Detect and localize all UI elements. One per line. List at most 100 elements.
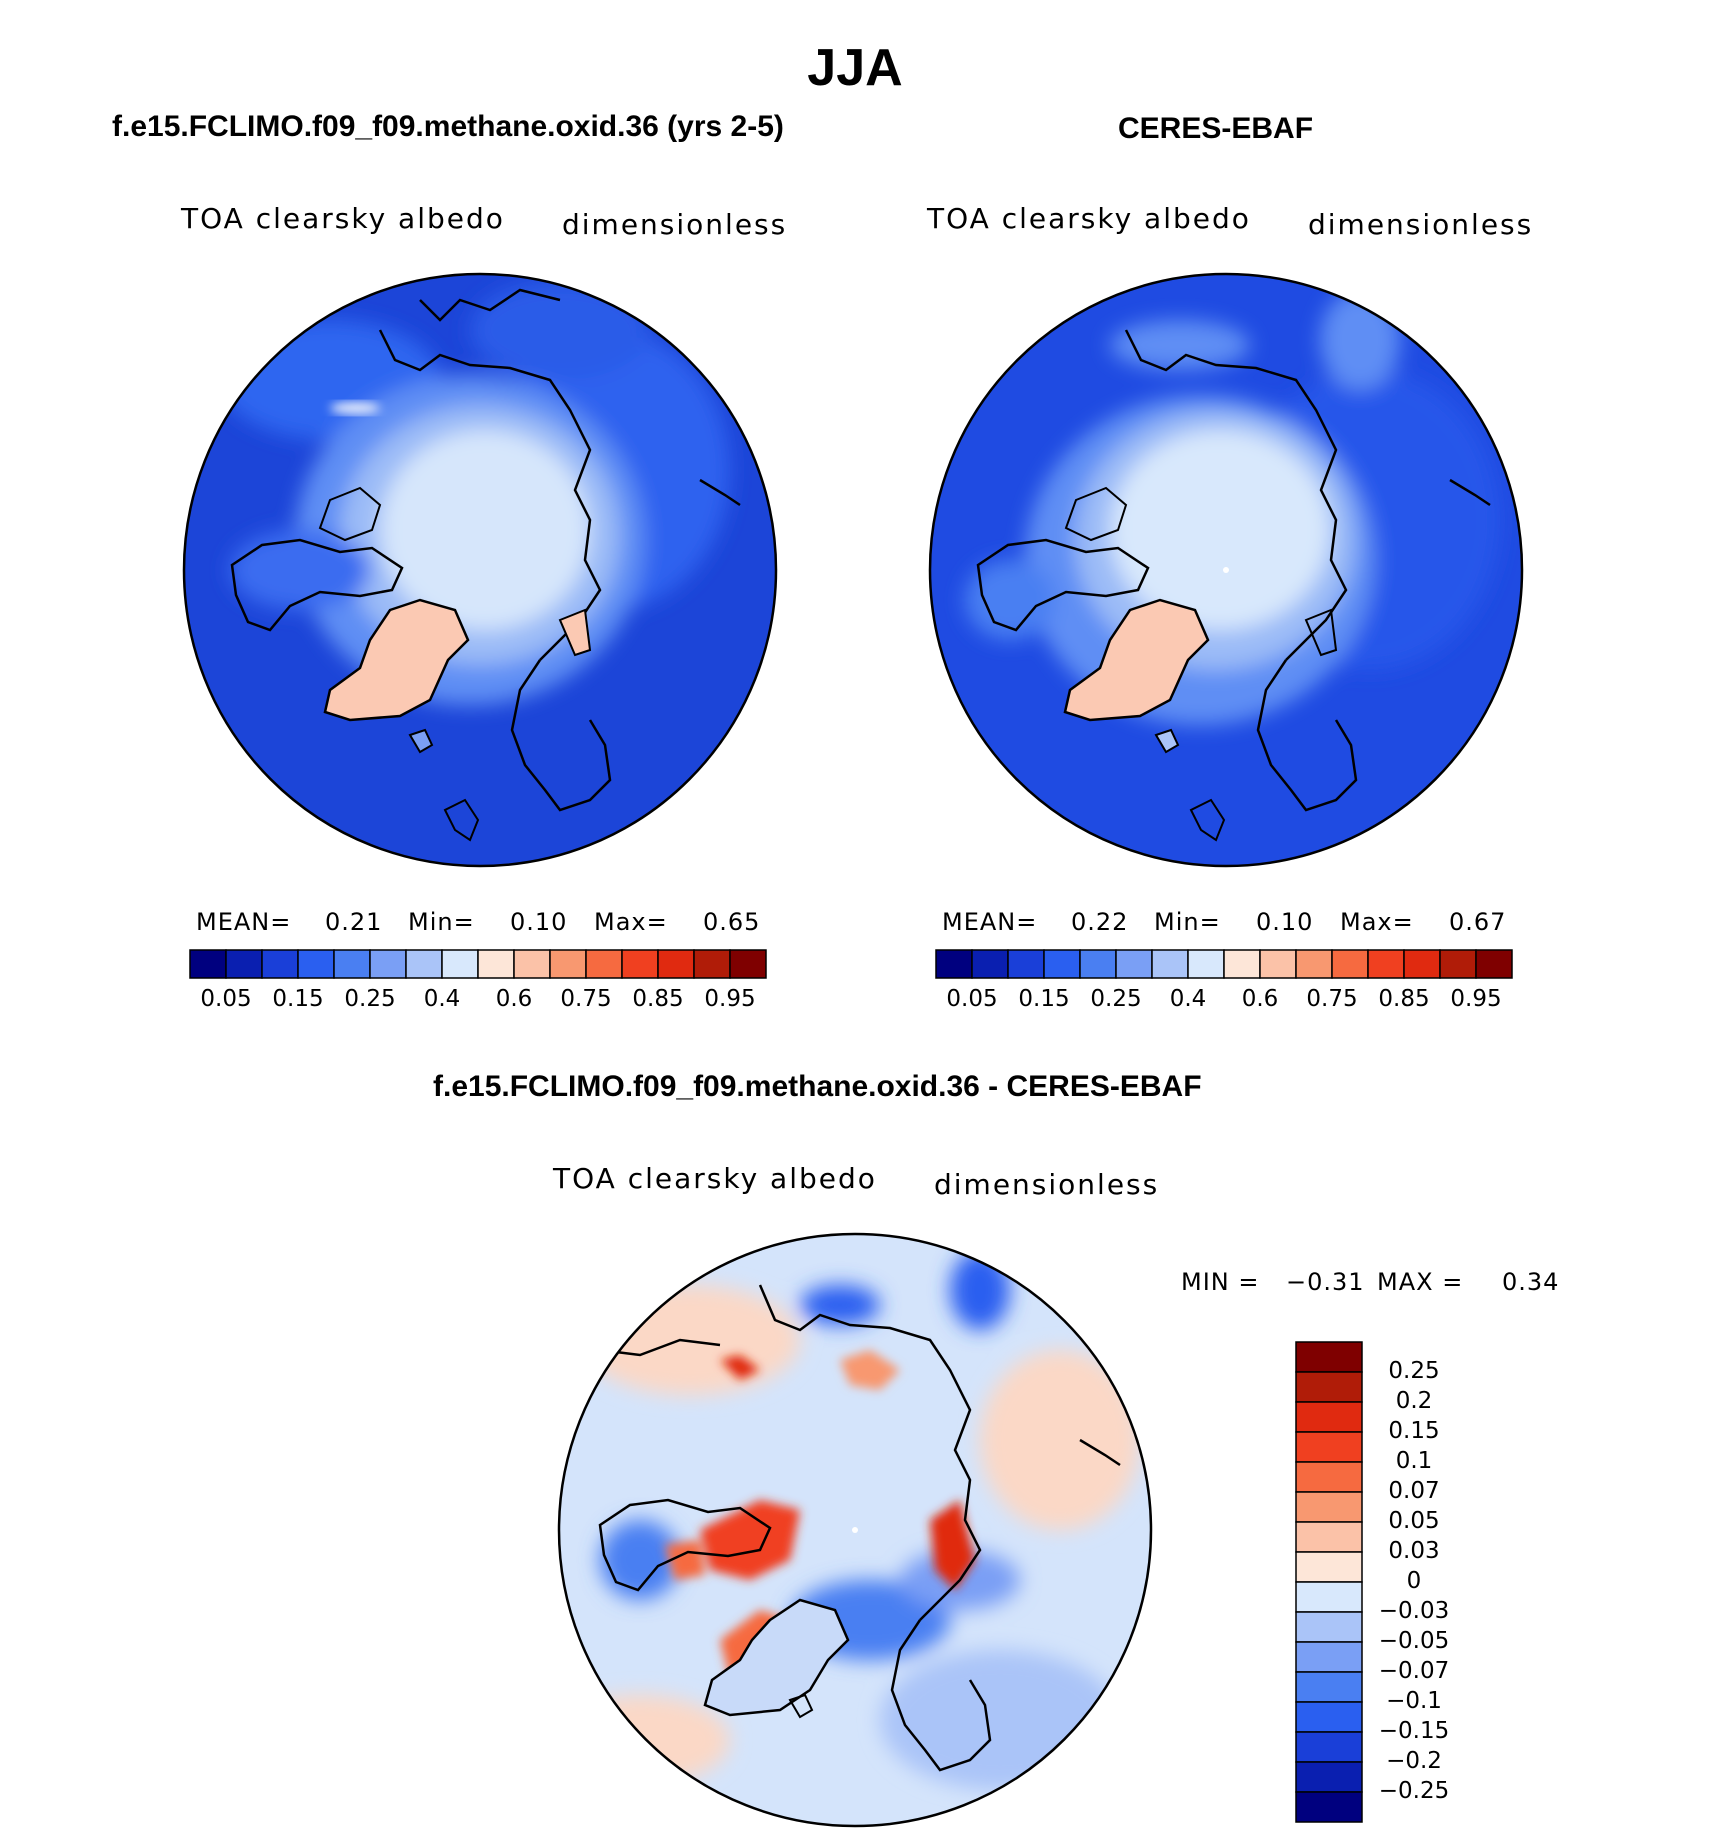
diff-variable-label: TOA clearsky albedo <box>553 1162 877 1195</box>
model-mean-label: MEAN= <box>196 908 292 936</box>
obs-panel-title: CERES-EBAF <box>1118 112 1314 145</box>
obs-colorbar-tick-label: 0.75 <box>1306 986 1358 1012</box>
diff-colorbar-tick-label: 0 <box>1406 1568 1422 1594</box>
model-colorbar-swatch <box>297 949 335 979</box>
model-max-value: 0.65 <box>703 908 761 936</box>
diff-colorbar-swatch <box>1295 1701 1363 1733</box>
diff-units-label: dimensionless <box>934 1168 1160 1201</box>
obs-colorbar-tick-label: 0.4 <box>1169 986 1207 1012</box>
diff-colorbar-swatch <box>1295 1731 1363 1763</box>
obs-colorbar-swatch <box>1295 949 1333 979</box>
model-colorbar-tick-label: 0.75 <box>560 986 612 1012</box>
model-colorbar-tick-label: 0.6 <box>495 986 533 1012</box>
diff-colorbar-swatch <box>1295 1791 1363 1823</box>
obs-colorbar-swatch <box>1439 949 1477 979</box>
diff-min-value: −0.31 <box>1286 1268 1365 1296</box>
obs-colorbar-swatch <box>1151 949 1189 979</box>
model-colorbar-swatch <box>441 949 479 979</box>
model-polar-map <box>182 272 778 868</box>
diff-colorbar <box>1295 1341 1363 1823</box>
diff-colorbar-swatch <box>1295 1641 1363 1673</box>
obs-colorbar-swatch <box>1259 949 1297 979</box>
diff-colorbar-tick-label: −0.05 <box>1378 1628 1450 1654</box>
model-units-label: dimensionless <box>562 208 788 241</box>
diff-colorbar-swatch <box>1295 1341 1363 1373</box>
diff-colorbar-swatch <box>1295 1581 1363 1613</box>
figure-title: JJA <box>807 39 903 97</box>
model-panel-title: f.e15.FCLIMO.f09_f09.methane.oxid.36 (yr… <box>112 110 784 143</box>
diff-colorbar-tick-label: −0.15 <box>1378 1718 1450 1744</box>
model-colorbar-swatch <box>549 949 587 979</box>
obs-colorbar-swatch <box>1115 949 1153 979</box>
diff-colorbar-swatch <box>1295 1401 1363 1433</box>
model-colorbar-tick-label: 0.4 <box>423 986 461 1012</box>
obs-colorbar-swatch <box>1187 949 1225 979</box>
diff-colorbar-tick-label: −0.03 <box>1378 1598 1450 1624</box>
obs-colorbar-swatch <box>1043 949 1081 979</box>
obs-colorbar-swatch <box>1403 949 1441 979</box>
model-colorbar-swatch <box>729 949 767 979</box>
obs-min-label: Min= <box>1154 908 1221 936</box>
model-colorbar-swatch <box>225 949 263 979</box>
obs-colorbar-swatch <box>1223 949 1261 979</box>
obs-max-value: 0.67 <box>1449 908 1507 936</box>
obs-greenland <box>1063 598 1210 722</box>
obs-colorbar <box>935 949 1513 979</box>
diff-min-label: MIN = <box>1181 1268 1260 1296</box>
model-mean-value: 0.21 <box>325 908 383 936</box>
obs-colorbar-tick-label: 0.05 <box>946 986 998 1012</box>
diff-colorbar-tick-label: 0.15 <box>1388 1418 1440 1444</box>
diff-colorbar-tick-label: −0.2 <box>1386 1748 1442 1774</box>
model-colorbar-tick-label: 0.95 <box>704 986 756 1012</box>
obs-colorbar-swatch <box>971 949 1009 979</box>
diff-colorbar-swatch <box>1295 1611 1363 1643</box>
diff-colorbar-tick-label: −0.07 <box>1378 1658 1450 1684</box>
model-colorbar-swatch <box>693 949 731 979</box>
model-colorbar-tick-label: 0.15 <box>272 986 324 1012</box>
model-colorbar-swatch <box>369 949 407 979</box>
obs-colorbar-tick-label: 0.25 <box>1090 986 1142 1012</box>
model-colorbar-swatch <box>261 949 299 979</box>
diff-colorbar-tick-label: 0.05 <box>1388 1508 1440 1534</box>
diff-colorbar-tick-label: 0.07 <box>1388 1478 1440 1504</box>
obs-min-value: 0.10 <box>1256 908 1314 936</box>
diff-colorbar-tick-label: −0.1 <box>1386 1688 1442 1714</box>
diff-max-label: MAX = <box>1377 1268 1464 1296</box>
obs-colorbar-swatch <box>1475 949 1513 979</box>
model-colorbar-tick-label: 0.05 <box>200 986 252 1012</box>
diff-max-value: 0.34 <box>1502 1268 1560 1296</box>
obs-colorbar-tick-label: 0.85 <box>1378 986 1430 1012</box>
model-colorbar-tick-label: 0.25 <box>344 986 396 1012</box>
obs-units-label: dimensionless <box>1308 208 1534 241</box>
model-greenland <box>323 598 470 722</box>
diff-colorbar-tick-label: 0.1 <box>1395 1448 1433 1474</box>
model-colorbar-swatch <box>513 949 551 979</box>
model-colorbar-swatch <box>477 949 515 979</box>
obs-colorbar-swatch <box>1367 949 1405 979</box>
diff-colorbar-swatch <box>1295 1461 1363 1493</box>
diff-panel-title: f.e15.FCLIMO.f09_f09.methane.oxid.36 - C… <box>433 1070 1202 1103</box>
obs-polar-map <box>928 272 1524 868</box>
obs-colorbar-tick-label: 0.95 <box>1450 986 1502 1012</box>
diff-colorbar-tick-label: 0.2 <box>1395 1388 1433 1414</box>
diff-polar-map <box>557 1232 1153 1828</box>
diff-colorbar-tick-label: 0.25 <box>1388 1358 1440 1384</box>
diff-colorbar-swatch <box>1295 1671 1363 1703</box>
model-colorbar-swatch <box>585 949 623 979</box>
obs-mean-value: 0.22 <box>1071 908 1129 936</box>
diff-colorbar-swatch <box>1295 1521 1363 1553</box>
model-colorbar-swatch <box>621 949 659 979</box>
diff-colorbar-tick-label: −0.25 <box>1378 1778 1450 1804</box>
diff-colorbar-swatch <box>1295 1371 1363 1403</box>
obs-colorbar-swatch <box>935 949 973 979</box>
model-min-label: Min= <box>408 908 475 936</box>
diff-colorbar-swatch <box>1295 1431 1363 1463</box>
model-colorbar <box>189 949 767 979</box>
model-colorbar-swatch <box>333 949 371 979</box>
diff-colorbar-swatch <box>1295 1761 1363 1793</box>
model-min-value: 0.10 <box>510 908 568 936</box>
model-max-label: Max= <box>594 908 668 936</box>
diff-colorbar-swatch <box>1295 1551 1363 1583</box>
obs-mean-label: MEAN= <box>942 908 1038 936</box>
